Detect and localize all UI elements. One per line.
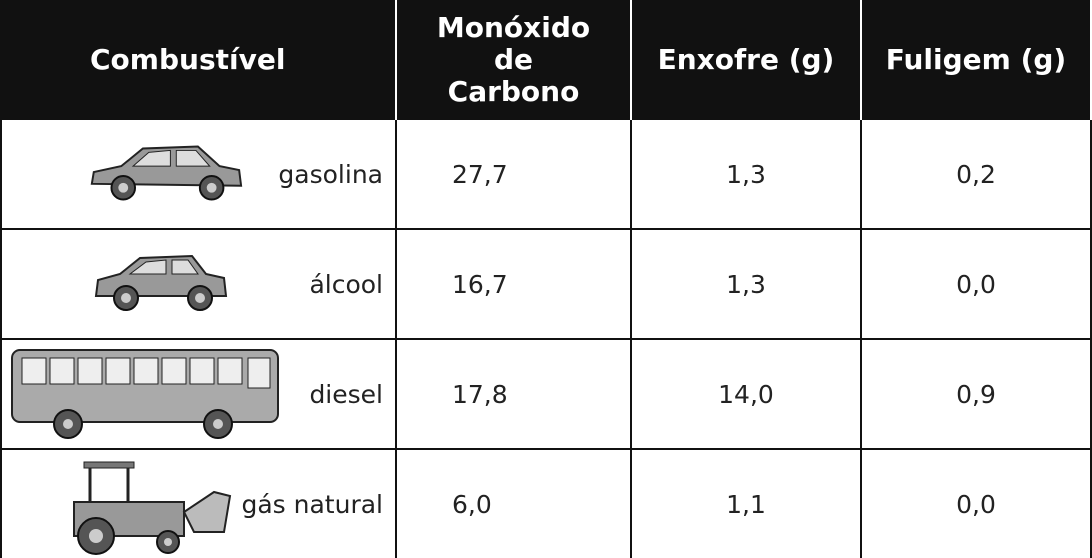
fuel-label: gás natural bbox=[241, 490, 383, 519]
fuel-label: álcool bbox=[309, 270, 383, 299]
tractor-icon bbox=[64, 452, 234, 556]
car-icon bbox=[82, 134, 278, 214]
fuel-cell: gás natural bbox=[0, 450, 397, 558]
header-cell: Combustível bbox=[0, 0, 397, 120]
value-cell: 1,3 bbox=[632, 120, 862, 230]
value-cell: 1,1 bbox=[632, 450, 862, 558]
fuel-cell: diesel bbox=[0, 340, 397, 450]
header-cell: Monóxido de Carbono bbox=[397, 0, 632, 120]
fuel-cell: álcool bbox=[0, 230, 397, 340]
value-cell: 0,9 bbox=[862, 340, 1092, 450]
value-cell: 0,2 bbox=[862, 120, 1092, 230]
header-cell: Enxofre (g) bbox=[632, 0, 862, 120]
fuel-cell: gasolina bbox=[0, 120, 397, 230]
fuel-label: gasolina bbox=[278, 160, 383, 189]
value-cell: 17,8 bbox=[397, 340, 632, 450]
value-cell: 0,0 bbox=[862, 450, 1092, 558]
value-cell: 14,0 bbox=[632, 340, 862, 450]
header-cell: Fuligem (g) bbox=[862, 0, 1092, 120]
fuel-label: diesel bbox=[309, 380, 383, 409]
value-cell: 6,0 bbox=[397, 450, 632, 558]
bus-icon bbox=[8, 344, 288, 444]
value-cell: 27,7 bbox=[397, 120, 632, 230]
page: Combustível Monóxido de Carbono Enxofre … bbox=[0, 0, 1092, 558]
value-cell: 1,3 bbox=[632, 230, 862, 340]
value-cell: 0,0 bbox=[862, 230, 1092, 340]
value-cell: 16,7 bbox=[397, 230, 632, 340]
emissions-table: Combustível Monóxido de Carbono Enxofre … bbox=[0, 0, 1092, 558]
car-icon bbox=[82, 244, 282, 324]
